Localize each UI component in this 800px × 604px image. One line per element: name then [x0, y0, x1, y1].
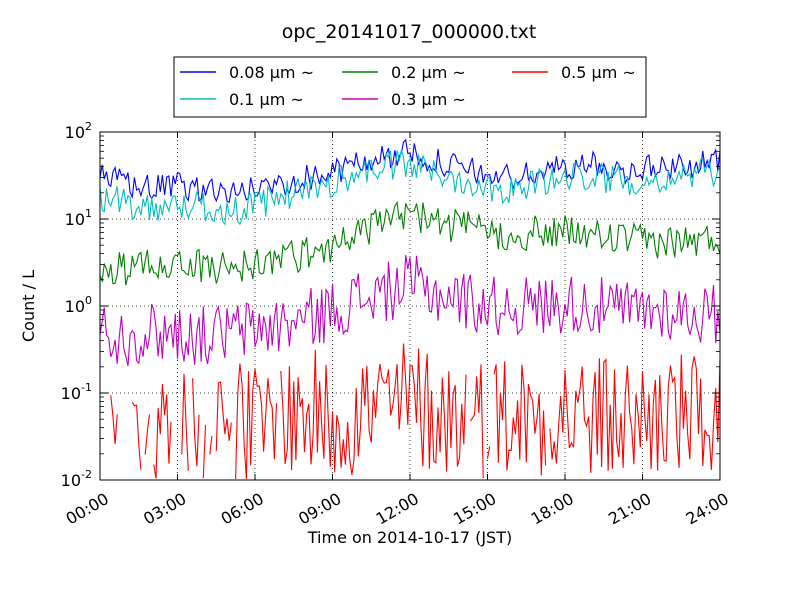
x-tick-label: 21:00 — [605, 489, 654, 529]
legend-label: 0.5 μm ~ — [561, 63, 636, 82]
grid — [100, 132, 720, 480]
y-axis-label: Count / L — [19, 270, 38, 342]
legend-label: 0.1 μm ~ — [229, 90, 304, 109]
x-tick-label: 03:00 — [140, 489, 189, 529]
legend-box — [173, 56, 647, 118]
x-axis-label: Time on 2014-10-17 (JST) — [307, 528, 512, 547]
series-line — [99, 200, 721, 286]
chart-title: opc_20141017_000000.txt — [282, 21, 537, 43]
y-tick-label: 10-1 — [61, 381, 92, 403]
x-tick-label: 09:00 — [295, 489, 344, 529]
x-tick-label: 00:00 — [63, 489, 112, 529]
x-tick-labels: 00:00 03:00 06:00 09:00 12:00 15:00 18:00 21:00… — [63, 489, 732, 529]
y-tick-label: 10-2 — [61, 468, 92, 490]
series-line — [110, 343, 721, 480]
x-tick-label: 06:00 — [218, 489, 267, 529]
legend-label: 0.2 μm ~ — [391, 63, 466, 82]
series-line — [99, 138, 721, 204]
legend: 0.08 μm ~ 0.1 μm ~ 0.2 μm ~ 0.3 μm ~ 0.5 μm … — [173, 56, 647, 118]
legend-label: 0.3 μm ~ — [391, 90, 466, 109]
legend-label: 0.08 μm ~ — [229, 63, 314, 82]
x-tick-label: 18:00 — [528, 489, 577, 529]
series-line — [99, 255, 721, 367]
axis-ticks — [99, 131, 721, 481]
series-line — [99, 149, 721, 226]
y-tick-label: 102 — [65, 120, 92, 142]
x-tick-label: 15:00 — [450, 489, 499, 529]
y-tick-label: 101 — [65, 207, 92, 229]
x-tick-label: 12:00 — [373, 489, 422, 529]
y-tick-label: 100 — [65, 294, 92, 316]
series-lines — [99, 138, 721, 480]
x-tick-label: 24:00 — [683, 489, 732, 529]
y-tick-labels: 10-2 10-1 100 101 102 — [61, 120, 92, 490]
